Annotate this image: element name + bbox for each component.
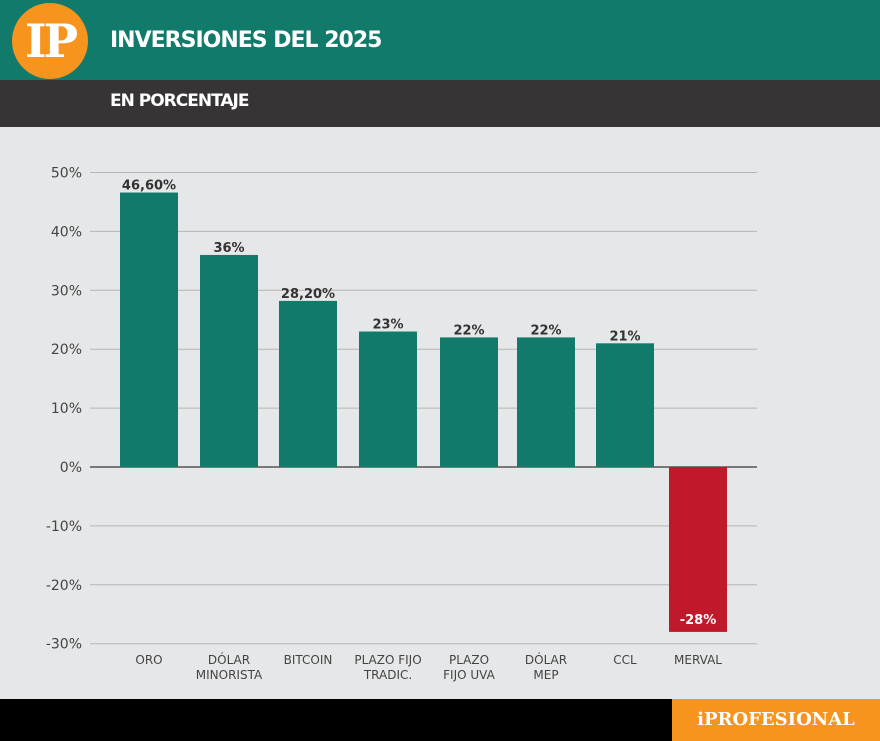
y-tick-label: 20% (51, 342, 82, 358)
data-label: 21% (609, 329, 640, 344)
data-label: 22% (453, 323, 484, 338)
bar-5 (517, 337, 575, 467)
bar-0 (120, 192, 178, 467)
header-bar (0, 0, 880, 80)
bar-4 (440, 337, 498, 467)
y-tick-label: -30% (46, 637, 82, 653)
y-tick-label: -20% (46, 578, 82, 594)
x-tick-label: DÓLAR (525, 652, 567, 667)
y-tick-label: 50% (51, 166, 82, 182)
bar-2 (279, 300, 337, 467)
brand-logo: iPROFESIONAL (672, 699, 880, 741)
data-label: -28% (680, 613, 717, 628)
data-label: 36% (213, 241, 244, 256)
y-tick-label: 40% (51, 224, 82, 240)
x-tick-label: CCL (613, 653, 637, 667)
y-tick-label: 0% (60, 460, 82, 476)
data-label: 23% (372, 318, 403, 333)
x-tick-label: BITCOIN (284, 653, 333, 667)
data-label: 22% (530, 323, 561, 338)
y-tick-label: 10% (51, 401, 82, 417)
bar-chart: 50% 40% 30% 20% 10% 0% -10% -20% -30% 46,60% ORO 36… (46, 166, 757, 682)
x-tick-label: MERVAL (674, 653, 722, 667)
bar-3 (359, 331, 417, 467)
x-tick-label: TRADIC. (363, 668, 412, 682)
bar-6 (596, 343, 654, 467)
bar-7 (669, 467, 727, 632)
bar-1 (200, 254, 258, 467)
x-tick-label: DÓLAR (208, 652, 250, 667)
data-label: 46,60% (122, 179, 176, 194)
x-tick-label: FIJO UVA (443, 668, 495, 682)
x-tick-label: MINORISTA (196, 668, 263, 682)
y-tick-label: 30% (51, 283, 82, 299)
x-tick-label: MEP (533, 668, 558, 682)
chart-subtitle: EN PORCENTAJE (110, 91, 249, 111)
subheader-bar (0, 80, 880, 127)
ip-logo: IP (12, 3, 88, 79)
x-tick-label: PLAZO (449, 653, 489, 667)
x-tick-label: PLAZO FIJO (354, 653, 421, 667)
y-tick-label: -10% (46, 519, 82, 535)
chart-title: INVERSIONES DEL 2025 (110, 28, 382, 53)
data-label: 28,20% (281, 287, 335, 302)
x-tick-label: ORO (135, 653, 162, 667)
